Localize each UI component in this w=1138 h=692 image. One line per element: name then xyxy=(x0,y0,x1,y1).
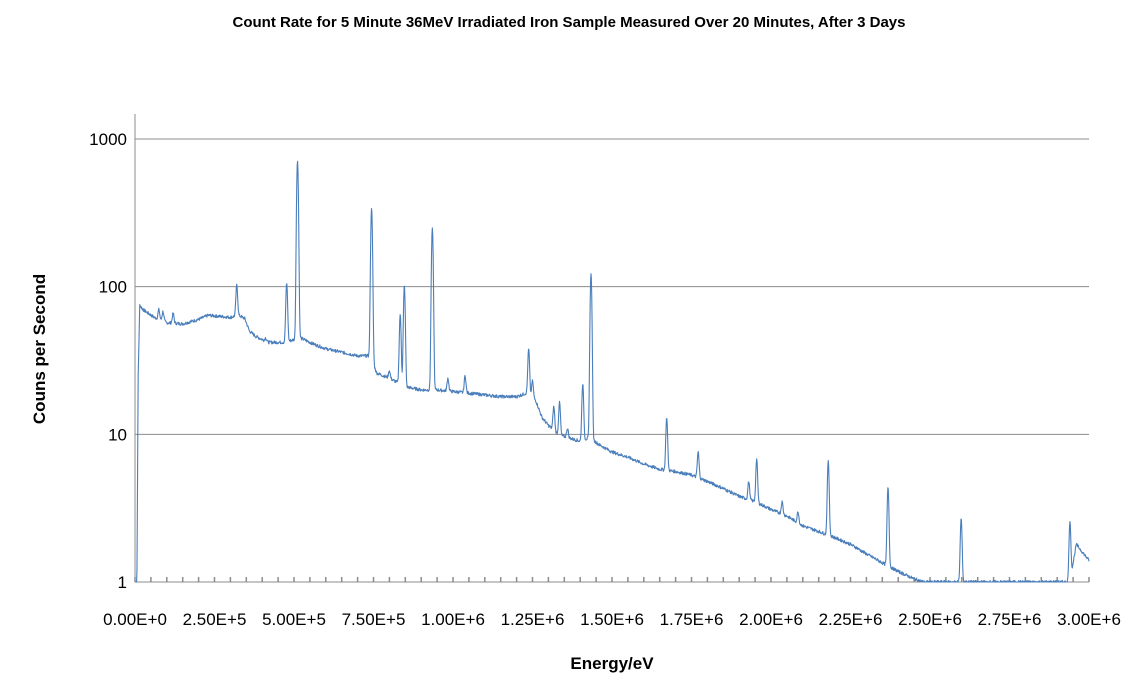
x-tick-label: 3.00E+6 xyxy=(1057,610,1121,629)
x-tick-label: 2.50E+6 xyxy=(898,610,962,629)
x-tick-label: 7.50E+5 xyxy=(342,610,406,629)
axes xyxy=(134,114,1089,583)
y-tick-label: 1 xyxy=(118,573,127,592)
y-tick-label: 10 xyxy=(108,425,127,444)
x-tick-label: 2.50E+5 xyxy=(183,610,247,629)
y-tick-label: 1000 xyxy=(89,130,127,149)
x-tick-label: 1.00E+6 xyxy=(421,610,485,629)
y-tick-label: 100 xyxy=(99,278,127,297)
x-tick-label: 5.00E+5 xyxy=(262,610,326,629)
spectrum-series xyxy=(134,160,1090,583)
x-tick-label: 0.00E+0 xyxy=(103,610,167,629)
x-tick-label: 2.25E+6 xyxy=(819,610,883,629)
x-tick-label: 2.00E+6 xyxy=(739,610,803,629)
x-axis-ticks: 0.00E+0 2.50E+5 5.00E+5 7.50E+5 1.00E+6 1.25E… xyxy=(103,577,1121,629)
y-axis-title: Couns per Second xyxy=(30,274,49,424)
x-tick-label: 1.25E+6 xyxy=(501,610,565,629)
gridlines xyxy=(135,138,1089,435)
y-axis-ticks: 1 10 100 1000 xyxy=(89,130,127,592)
x-tick-label: 1.75E+6 xyxy=(660,610,724,629)
x-tick-label: 2.75E+6 xyxy=(978,610,1042,629)
spectrum-line xyxy=(134,160,1090,583)
x-axis-title: Energy/eV xyxy=(570,654,654,673)
chart-title: Count Rate for 5 Minute 36MeV Irradiated… xyxy=(233,14,906,31)
x-tick-label: 1.50E+6 xyxy=(580,610,644,629)
